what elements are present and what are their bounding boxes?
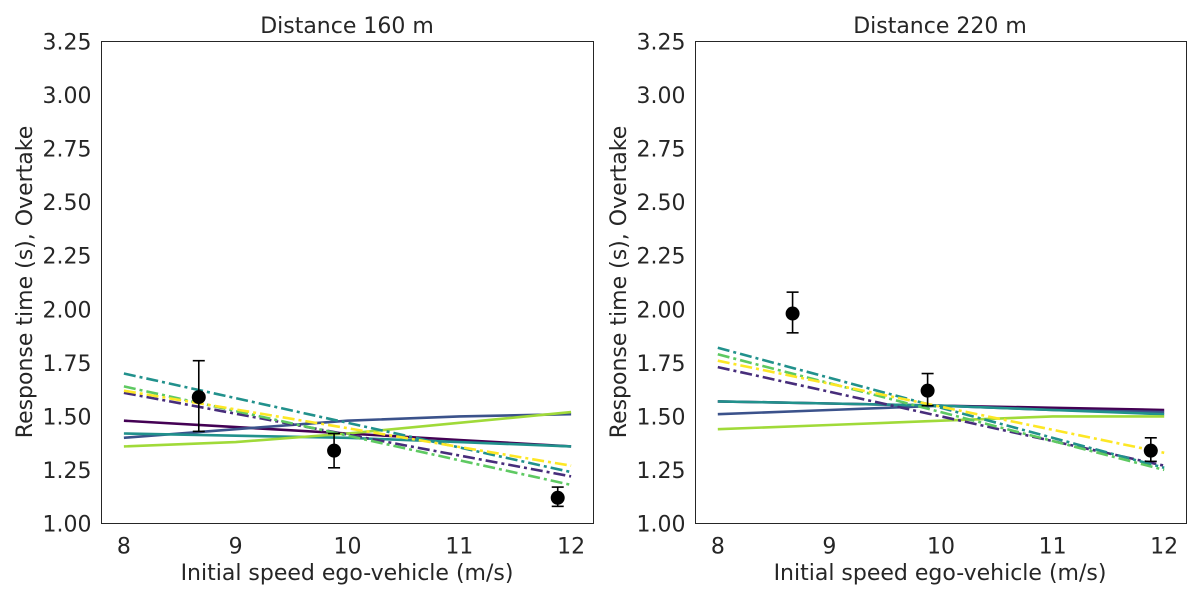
y-tick-label: 2.75 <box>637 138 686 163</box>
series-line-6 <box>717 346 1165 470</box>
y-tick-label: 2.25 <box>637 245 686 270</box>
y-tick-label: 1.75 <box>43 352 92 377</box>
series-line-8 <box>123 389 572 467</box>
x-tick-label: 9 <box>822 535 836 560</box>
x-tick-label: 10 <box>927 535 955 560</box>
y-tick-label: 1.00 <box>637 513 686 538</box>
y-tick-label: 1.75 <box>637 352 686 377</box>
y-axis-label: Response time (s), Overtake <box>607 126 632 438</box>
series-line-3 <box>717 400 1165 416</box>
y-tick-label: 2.75 <box>43 138 92 163</box>
chart-title: Distance 220 m <box>853 14 1027 39</box>
tick-group: 8 9 10 11 12 1.00 1.25 1.50 1.75 2.00 2.25 2.50 2.75… <box>43 31 586 560</box>
chart-panel-distance-160: Distance 160 m Initial speed ego-vehicle… <box>13 14 594 586</box>
y-tick-label: 1.25 <box>43 459 92 484</box>
x-axis-label: Initial speed ego-vehicle (m/s) <box>181 561 514 586</box>
chart-panel-distance-220: Distance 220 m Initial speed ego-vehicle… <box>607 14 1187 586</box>
series-line-3 <box>123 432 572 448</box>
y-tick-label: 2.50 <box>43 191 92 216</box>
x-tick-label: 12 <box>1150 535 1178 560</box>
observed-point <box>327 443 342 458</box>
x-tick-label: 11 <box>445 535 473 560</box>
x-tick-label: 10 <box>334 535 362 560</box>
observed-group <box>191 359 565 508</box>
plot-frame <box>695 41 1187 524</box>
observed-point <box>920 383 935 398</box>
series-line-8 <box>717 359 1165 455</box>
observed-point <box>1143 443 1158 458</box>
plot-frame <box>101 41 594 524</box>
tick-group: 8 9 10 11 12 1.00 1.25 1.50 1.75 2.00 2.25 2.50 2.75… <box>637 31 1179 560</box>
y-tick-label: 2.00 <box>43 298 92 323</box>
chart-title: Distance 160 m <box>260 14 434 39</box>
y-tick-label: 3.00 <box>637 84 686 109</box>
series-line-4 <box>123 410 572 448</box>
x-tick-label: 12 <box>557 535 585 560</box>
series-group <box>123 372 572 487</box>
x-axis-label: Initial speed ego-vehicle (m/s) <box>774 561 1107 586</box>
observed-point <box>785 306 800 321</box>
x-tick-label: 9 <box>229 535 243 560</box>
y-tick-label: 1.25 <box>637 459 686 484</box>
y-tick-label: 3.25 <box>637 31 686 56</box>
y-tick-label: 1.50 <box>637 405 686 430</box>
y-tick-label: 1.50 <box>43 405 92 430</box>
y-tick-label: 2.00 <box>637 298 686 323</box>
y-tick-label: 1.00 <box>43 513 92 538</box>
y-tick-label: 2.25 <box>43 245 92 270</box>
series-line-6 <box>123 372 572 474</box>
observed-group <box>785 291 1158 463</box>
observed-point <box>550 490 565 505</box>
series-group <box>717 346 1165 472</box>
y-tick-label: 3.25 <box>43 31 92 56</box>
y-axis-label: Response time (s), Overtake <box>13 126 38 438</box>
series-line-5 <box>717 365 1165 467</box>
series-line-4 <box>717 415 1165 431</box>
x-tick-label: 8 <box>711 535 725 560</box>
x-tick-label: 11 <box>1039 535 1067 560</box>
observed-point <box>191 390 206 405</box>
series-line-7 <box>717 353 1165 472</box>
y-tick-label: 2.50 <box>637 191 686 216</box>
x-tick-label: 8 <box>117 535 131 560</box>
y-tick-label: 3.00 <box>43 84 92 109</box>
